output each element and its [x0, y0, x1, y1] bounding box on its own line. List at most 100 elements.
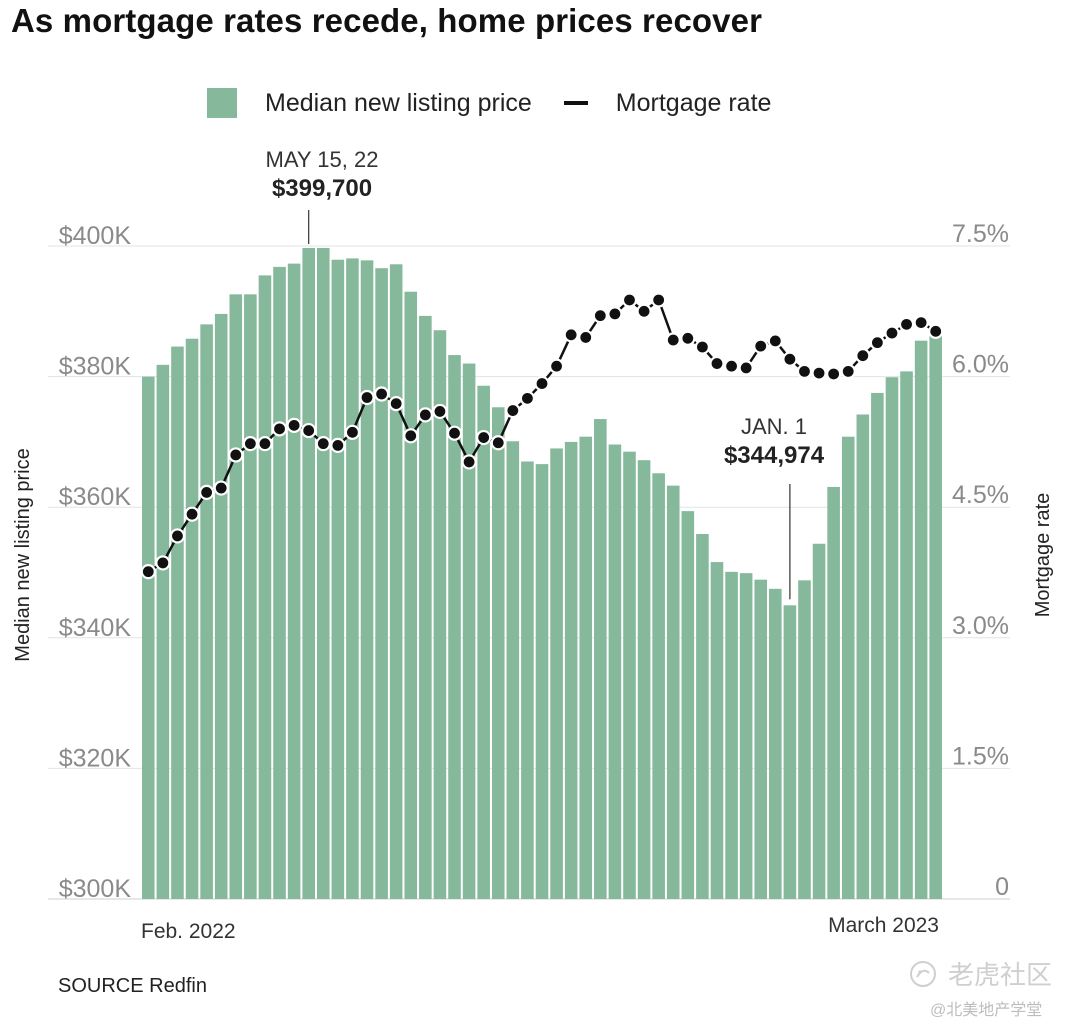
price-bar — [594, 419, 607, 899]
price-bar — [725, 571, 738, 899]
rate-point — [738, 360, 754, 376]
price-bar — [287, 263, 301, 900]
left-tick-label: $360K — [59, 483, 132, 511]
rate-point — [374, 386, 390, 402]
price-bar — [652, 473, 665, 899]
rate-point — [505, 402, 521, 419]
rate-point — [607, 306, 623, 322]
rate-point — [636, 303, 652, 319]
rate-point — [359, 389, 375, 406]
rate-point — [855, 348, 871, 364]
rate-point — [563, 327, 579, 343]
price-bar — [491, 407, 505, 899]
tiger-icon — [910, 960, 936, 987]
rate-point — [578, 329, 594, 346]
price-bar — [871, 392, 884, 899]
rate-point — [199, 484, 215, 500]
rate-point — [140, 564, 156, 580]
price-bar — [812, 543, 826, 899]
rate-point — [228, 447, 244, 463]
rate-point — [461, 454, 477, 470]
rate-point — [621, 292, 638, 308]
left-axis-label: Median new listing price — [12, 448, 34, 661]
right-axis-label: Mortgage rate — [1032, 493, 1054, 618]
rate-point — [286, 417, 302, 433]
rate-point — [884, 325, 900, 341]
watermark-main-text: 老虎社区 — [948, 960, 1053, 990]
price-bar — [579, 436, 593, 899]
price-bar — [783, 605, 797, 899]
rate-point — [417, 407, 433, 423]
price-bar — [346, 258, 359, 900]
rate-point — [519, 390, 536, 406]
price-bar — [477, 385, 490, 899]
price-bar — [521, 461, 534, 899]
price-bar — [681, 511, 695, 899]
price-bar — [769, 588, 782, 899]
rate-point — [592, 308, 608, 324]
rate-point — [155, 555, 171, 571]
rate-point — [665, 332, 681, 348]
rate-point — [782, 351, 798, 367]
left-tick-label: $340K — [59, 614, 132, 642]
price-bar — [739, 573, 753, 899]
rate-point — [432, 403, 448, 420]
annotation-low-date: JAN. 1 — [741, 414, 807, 439]
price-bar — [404, 291, 418, 900]
rate-point — [213, 480, 229, 496]
price-bar — [841, 436, 855, 899]
rate-point — [534, 375, 550, 392]
price-bar — [535, 464, 549, 899]
price-bar — [900, 371, 913, 900]
left-tick-label: $320K — [59, 744, 132, 772]
rate-point — [388, 395, 404, 412]
rate-point — [753, 338, 769, 354]
annotation-peak-value: $399,700 — [272, 175, 372, 202]
legend-rate-label: Mortgage rate — [615, 88, 772, 117]
price-bar — [214, 313, 228, 899]
rate-point — [898, 316, 915, 332]
rate-point — [928, 323, 944, 339]
right-tick-label: 3.0% — [952, 612, 1009, 640]
price-bar — [550, 448, 563, 899]
price-bar — [608, 444, 622, 899]
rate-point — [694, 339, 711, 355]
rate-point — [344, 424, 361, 440]
rate-point — [869, 335, 885, 351]
rate-point — [330, 437, 346, 453]
price-bar — [171, 346, 184, 899]
rate-point — [184, 506, 200, 522]
rate-point — [548, 358, 565, 374]
annotation-peak-date: MAY 15, 22 — [266, 147, 379, 172]
rate-point — [913, 315, 929, 331]
right-tick-label: 7.5% — [952, 220, 1009, 248]
price-bar — [929, 332, 942, 899]
price-bar — [754, 579, 768, 899]
price-bar — [885, 377, 899, 899]
rate-point — [271, 421, 288, 437]
annotation-low-value: $344,974 — [724, 442, 825, 469]
rate-points — [140, 292, 944, 580]
right-axis-ticks: 0 1.5% 3.0% 4.5% 6.0% 7.5% — [952, 220, 1009, 901]
price-bar — [258, 275, 272, 899]
rate-point — [257, 436, 273, 452]
rate-point — [840, 363, 856, 379]
watermark-sub-text: @北美地产学堂 — [930, 1002, 1043, 1019]
price-bar — [914, 340, 928, 899]
price-bar — [637, 460, 651, 899]
price-bar — [448, 355, 461, 899]
left-axis-ticks: $300K $320K $340K $360K $380K $400K — [59, 222, 132, 903]
price-bar — [623, 451, 636, 899]
rate-point — [446, 425, 463, 441]
chart-title: As mortgage rates recede, home prices re… — [11, 2, 763, 39]
x-label-start: Feb. 2022 — [141, 920, 236, 943]
source-note: SOURCE Redfin — [58, 975, 207, 997]
right-tick-label: 4.5% — [952, 481, 1009, 509]
rate-point — [680, 330, 696, 346]
rate-point — [767, 333, 783, 349]
price-bar — [302, 247, 315, 900]
price-bar — [433, 330, 447, 899]
rate-point — [169, 528, 186, 544]
price-bar — [229, 294, 243, 899]
